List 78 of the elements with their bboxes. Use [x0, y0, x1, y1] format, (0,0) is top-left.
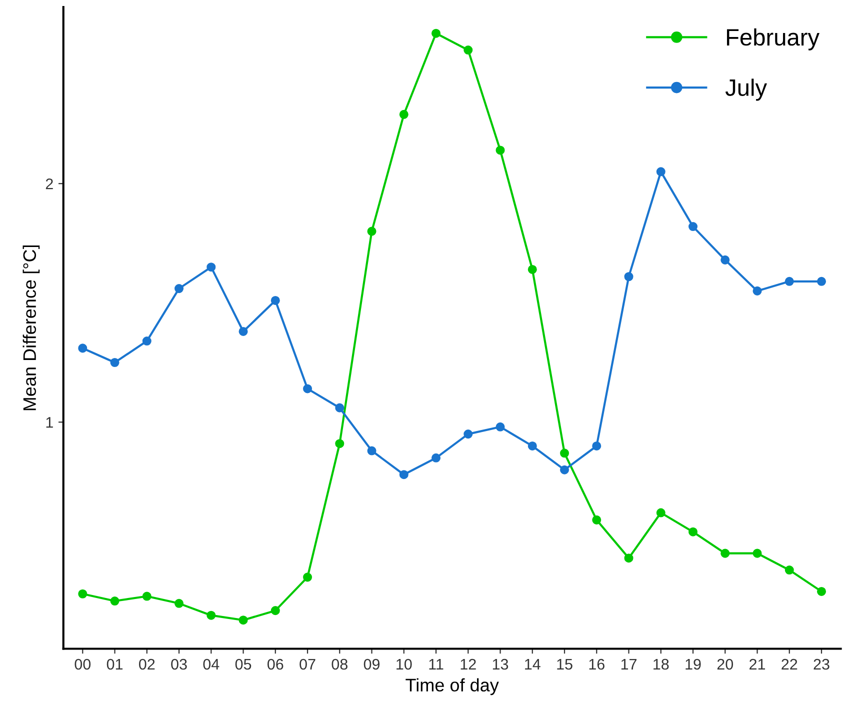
point [624, 272, 634, 282]
x-tick-label: 09 [364, 658, 380, 670]
x-tick-label: 10 [396, 658, 412, 670]
point [367, 226, 376, 236]
point [367, 446, 376, 456]
x-tick-label: 11 [429, 659, 444, 670]
point [784, 276, 794, 286]
point [752, 548, 762, 558]
point [496, 422, 505, 432]
point [78, 589, 88, 598]
point [496, 146, 505, 155]
point [656, 167, 666, 176]
legend-label: February [726, 28, 820, 50]
point [174, 598, 184, 608]
point [720, 548, 730, 558]
x-tick-label: 14 [525, 659, 540, 670]
legend-label: July [725, 78, 767, 101]
point [142, 592, 152, 601]
point [174, 284, 184, 294]
x-tick-label: 05 [235, 658, 252, 670]
x-tick-label: 21 [750, 658, 766, 670]
point [238, 326, 248, 336]
point [816, 586, 826, 596]
x-tick-label: 23 [814, 658, 830, 670]
x-tick-label: 20 [717, 658, 734, 670]
point [688, 527, 698, 536]
point [624, 554, 634, 563]
x-tick-label: 04 [203, 658, 220, 670]
x-tick-label: 22 [782, 658, 798, 670]
x-tick-label: 02 [139, 658, 155, 670]
y-axis-title: Mean Difference [°C] [22, 245, 40, 410]
y-tick-label: 2 [46, 178, 53, 190]
point [816, 276, 826, 286]
x-tick-label: 12 [460, 658, 476, 670]
point [303, 572, 312, 582]
point [270, 296, 280, 305]
x-tick-label: 15 [557, 659, 572, 670]
point [206, 262, 216, 272]
point [592, 441, 602, 450]
point [688, 222, 698, 232]
point [560, 465, 570, 474]
point [206, 610, 216, 620]
x-tick-label: 01 [106, 658, 123, 670]
x-tick-label: 03 [171, 658, 187, 670]
point [432, 28, 441, 38]
point [720, 255, 730, 264]
point [464, 430, 473, 439]
point [110, 596, 120, 606]
point [399, 470, 408, 480]
point [238, 616, 248, 625]
point [784, 566, 794, 575]
point [528, 441, 537, 450]
point [560, 448, 570, 458]
x-tick-label: 08 [332, 658, 348, 670]
x-tick-label: 07 [300, 658, 316, 670]
point [592, 515, 602, 524]
point [270, 606, 280, 616]
point [528, 264, 537, 274]
point [656, 508, 666, 518]
x-axis-title: Time of day [406, 678, 499, 696]
point [110, 358, 120, 368]
y-tick-label: 1 [46, 417, 53, 428]
point [335, 403, 344, 412]
point [752, 286, 762, 296]
point [464, 46, 473, 55]
point [78, 344, 88, 353]
point [432, 453, 441, 462]
point [303, 384, 312, 394]
x-tick-label: 06 [267, 658, 284, 670]
point [335, 439, 344, 448]
x-tick-label: 18 [654, 658, 669, 670]
x-tick-label: 19 [686, 658, 701, 670]
x-tick-label: 16 [589, 658, 604, 670]
point [142, 336, 152, 346]
x-tick-label: 00 [74, 658, 91, 670]
point [399, 110, 408, 119]
x-tick-label: 13 [492, 658, 508, 670]
x-tick-label: 17 [621, 659, 636, 670]
